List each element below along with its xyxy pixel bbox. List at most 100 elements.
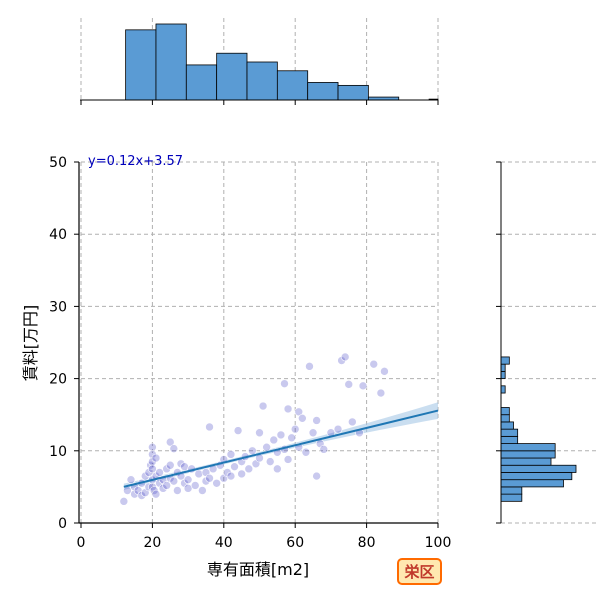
scatter-point	[151, 453, 161, 463]
scatter-point	[180, 478, 189, 488]
scatter-point	[226, 471, 236, 481]
right-hist-bar	[500, 363, 506, 372]
scatter-point	[312, 471, 321, 481]
scatter-point	[305, 362, 314, 371]
scatter-point	[144, 468, 154, 477]
scatter-point	[319, 445, 329, 454]
y-ticks: 0 10 20 30 40 50	[49, 155, 79, 532]
scatter-point	[183, 484, 193, 493]
scatter-point	[255, 428, 264, 438]
scatter-point	[140, 471, 150, 481]
x-tick-label: 0	[77, 535, 86, 551]
region-badge	[397, 558, 442, 585]
scatter-point	[173, 486, 182, 495]
scatter-point	[133, 486, 143, 495]
scatter-point	[205, 473, 214, 483]
scatter-point	[265, 457, 275, 466]
top-hist-bar	[125, 29, 157, 101]
scatter-point	[283, 404, 293, 414]
scatter-point	[376, 388, 386, 398]
scatter-point	[298, 414, 307, 423]
scatter-point	[151, 489, 161, 499]
y-tick-label: 30	[49, 299, 67, 315]
right-hist-bar	[500, 443, 556, 452]
scatter-point	[119, 497, 129, 506]
x-tick-label: 20	[143, 535, 161, 551]
scatter-point	[262, 442, 271, 452]
scatter-point	[180, 462, 189, 471]
scatter-point	[155, 478, 164, 488]
scatter-point	[244, 464, 254, 474]
scatter-point	[158, 484, 168, 493]
scatter-point	[344, 380, 354, 389]
y-tick-label: 0	[58, 516, 67, 532]
scatter-point	[123, 486, 132, 495]
top-hist-bar	[155, 23, 187, 101]
right-hist-bar	[500, 486, 523, 495]
regression-equation: y=0.12x+3.57	[88, 154, 183, 169]
top-hist-bar	[307, 82, 339, 101]
scatter-point	[308, 428, 318, 438]
scatter-point	[230, 462, 239, 471]
x-tick-label: 40	[215, 535, 233, 551]
right-hist-bar	[500, 414, 510, 423]
scatter-point	[148, 450, 157, 459]
top-hist-ticks	[80, 100, 439, 105]
scatter-point	[169, 476, 179, 486]
scatter-point	[148, 457, 157, 466]
scatter-point	[162, 464, 171, 474]
right-hist-bar	[500, 407, 510, 416]
regression-line	[123, 409, 439, 488]
scatter-point	[294, 407, 304, 417]
scatter-point	[155, 468, 164, 477]
y-tick-label: 40	[49, 227, 67, 243]
scatter-point	[183, 475, 193, 484]
scatter-point	[212, 478, 221, 488]
scatter-point	[205, 422, 214, 432]
scatter-point	[148, 442, 157, 452]
scatter-point	[169, 444, 179, 453]
scatter-point	[358, 381, 368, 391]
scatter-point	[333, 424, 343, 434]
scatter-point	[194, 469, 204, 479]
top-histogram	[125, 23, 439, 101]
scatter-point	[165, 460, 175, 470]
scatter-point	[165, 437, 175, 447]
scatter-point	[337, 356, 346, 365]
scatter-points	[119, 352, 389, 506]
scatter-point	[223, 468, 232, 477]
top-hist-bar	[276, 70, 309, 101]
right-hist-bar	[500, 435, 519, 444]
scatter-point	[290, 424, 300, 434]
scatter-point	[137, 491, 146, 500]
right-hist-bar	[500, 493, 523, 502]
scatter-point	[130, 489, 139, 499]
right-hist-bar	[500, 421, 514, 430]
scatter-point	[248, 446, 257, 456]
scatter-point	[348, 417, 357, 427]
scatter-point	[198, 486, 207, 495]
scatter-point	[283, 455, 293, 464]
top-hist-bar	[246, 61, 278, 101]
right-hist-bar	[500, 370, 506, 380]
scatter-point	[176, 459, 186, 469]
scatter-point	[280, 379, 289, 388]
scatter-point	[276, 430, 286, 440]
scatter-point	[287, 433, 296, 443]
right-hist-bar	[500, 479, 564, 488]
scatter-point	[340, 352, 350, 362]
scatter-point	[258, 401, 268, 411]
scatter-point	[301, 447, 311, 457]
right-hist-bar	[500, 385, 506, 394]
top-hist-bar	[337, 84, 369, 101]
scatter-point	[273, 464, 282, 474]
right-hist-bar	[500, 428, 519, 437]
scatter-point	[369, 359, 379, 369]
main-grid	[80, 161, 439, 524]
x-tick-label: 100	[425, 535, 452, 551]
scatter-point	[126, 475, 136, 484]
x-tick-label: 80	[358, 535, 376, 551]
y-tick-label: 20	[49, 372, 67, 388]
top-hist-bar	[216, 52, 248, 101]
